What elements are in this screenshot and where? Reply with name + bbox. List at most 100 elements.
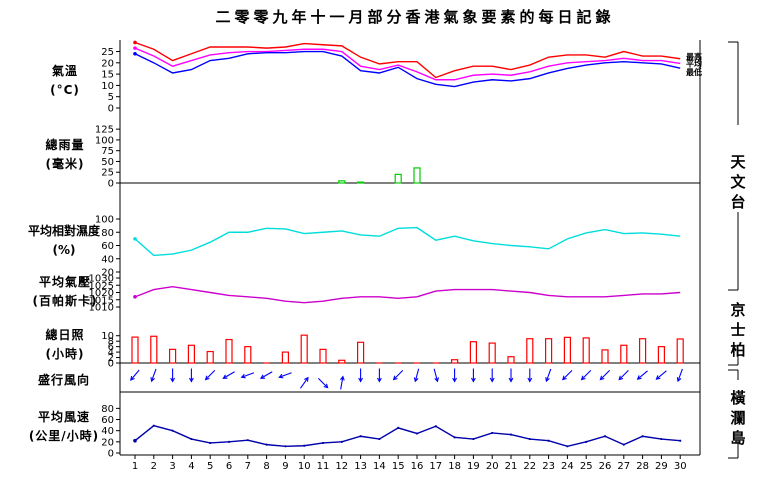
x-tick-label: 12 (335, 461, 348, 472)
wind-arrow-head (188, 377, 194, 383)
wind-arrow-shaft (241, 372, 255, 378)
y-tick-label: 0 (108, 449, 114, 460)
y-tick-label: 8 (108, 337, 114, 348)
x-tick-label: 21 (505, 461, 518, 472)
wind-speed-point (303, 444, 306, 447)
wind-arrow (376, 368, 382, 383)
rain-bar (413, 167, 421, 184)
wind-speed-point (585, 440, 588, 443)
wind-arrow-head (259, 374, 265, 379)
label-temperature-unit: (°C) (50, 83, 80, 97)
wind-speed-point (679, 439, 682, 442)
wind-speed-point (660, 437, 663, 441)
wind-speed-line (134, 424, 681, 448)
wind-speed-point (340, 440, 343, 443)
wind-arrow (392, 370, 404, 381)
sunshine-bar (225, 338, 233, 364)
wind-arrow-shaft (433, 368, 439, 382)
y-tick-label: 75 (101, 146, 114, 157)
humidity-line (134, 226, 681, 257)
y-tick-label: 10 (101, 331, 114, 342)
wind-arrow (489, 368, 495, 383)
wind-arrow-head (358, 377, 364, 383)
sunshine-bar (526, 338, 534, 364)
y-tick-label: 0 (108, 179, 114, 190)
wind-arrow-head (392, 375, 398, 381)
y-tick-label: 100 (95, 215, 114, 226)
wind-arrow-shaft (260, 371, 273, 379)
wind-arrow (636, 370, 648, 380)
x-tick-label: 18 (448, 461, 461, 472)
label-rainfall: 總雨量 (毫米) (20, 136, 110, 174)
label-temperature: 氣溫 (°C) (20, 62, 110, 100)
wind-arrow (318, 378, 329, 389)
wind-arrow (676, 368, 683, 383)
wind-speed-point (509, 433, 513, 436)
label-temperature-name: 氣溫 (51, 64, 78, 78)
wind-arrow (433, 368, 439, 383)
wind-speed-point (472, 437, 475, 441)
wind-arrow (340, 375, 345, 390)
temp-series-0 (134, 41, 681, 79)
wind-arrow-head (527, 377, 533, 383)
sunshine-bar (544, 338, 553, 364)
wind-arrow-shaft (545, 368, 552, 382)
x-tick-label: 5 (207, 461, 213, 472)
wind-speed-point (171, 429, 174, 432)
x-tick-label: 10 (298, 461, 311, 472)
sunshine-bar (338, 359, 346, 364)
wind-arrow-head (636, 375, 642, 380)
wind-arrow-shaft (151, 368, 157, 382)
temp-legend-0: 最高 (686, 52, 702, 62)
y-tick-label: 25 (101, 47, 114, 58)
sunshine-bar (469, 341, 477, 364)
station-observatory-name: 天文台 (730, 153, 746, 211)
label-pressure-name: 平均氣壓 (38, 275, 91, 289)
wind-arrow-shaft (677, 368, 683, 382)
wind-arrow (655, 370, 667, 380)
y-tick-label: 40 (101, 426, 114, 437)
sunshine-bar (620, 344, 628, 364)
wind-arrow-head (413, 377, 419, 383)
x-tick-label: 28 (636, 461, 649, 472)
wind-arrow-head (340, 375, 345, 381)
wind-arrow-shaft (414, 368, 420, 382)
x-tick-label: 16 (411, 461, 424, 472)
label-pressure: 平均氣壓 (百帕斯卡) (10, 273, 120, 311)
y-tick-label: 60 (101, 241, 114, 252)
label-pressure-unit: (百帕斯卡) (32, 294, 98, 308)
wind-arrow-shaft (600, 370, 610, 380)
wind-arrow-shaft (318, 378, 328, 388)
pressure-line (134, 285, 681, 304)
wind-arrow-shaft (637, 370, 648, 380)
wind-arrow-head (655, 375, 661, 380)
label-sunshine-name: 總日照 (45, 328, 85, 342)
sunshine-bar (507, 356, 515, 364)
wind-arrow-head (561, 375, 567, 381)
sunshine-bar (169, 348, 177, 364)
x-tick-label: 26 (599, 461, 612, 472)
y-tick-label: 80 (101, 228, 114, 239)
wind-arrow-head (222, 374, 228, 379)
label-humidity-name: 平均相對濕度 (27, 224, 100, 238)
x-tick-label: 15 (392, 461, 405, 472)
wind-arrow-head (508, 377, 514, 383)
wind-speed-point (152, 424, 155, 427)
wind-arrow-head (204, 375, 210, 381)
station-waglan-name: 橫瀾島 (730, 389, 746, 447)
x-tick-label: 23 (542, 461, 555, 472)
x-tick-label: 3 (169, 461, 175, 472)
y-tick-label: 5 (108, 92, 114, 103)
wind-arrow (580, 370, 592, 381)
wind-arrow (300, 376, 309, 389)
label-humidity: 平均相對濕度 (%) (8, 222, 120, 260)
station-waglan: 橫瀾島 (728, 388, 748, 448)
temp-series-2-marker (133, 51, 137, 56)
station-observatory: 天文台 (728, 152, 748, 212)
wind-speed-point (566, 445, 569, 448)
wind-speed-point (415, 432, 419, 435)
wind-speed-point (246, 439, 249, 442)
x-tick-label: 7 (245, 461, 251, 472)
x-tick-label: 2 (151, 461, 157, 472)
